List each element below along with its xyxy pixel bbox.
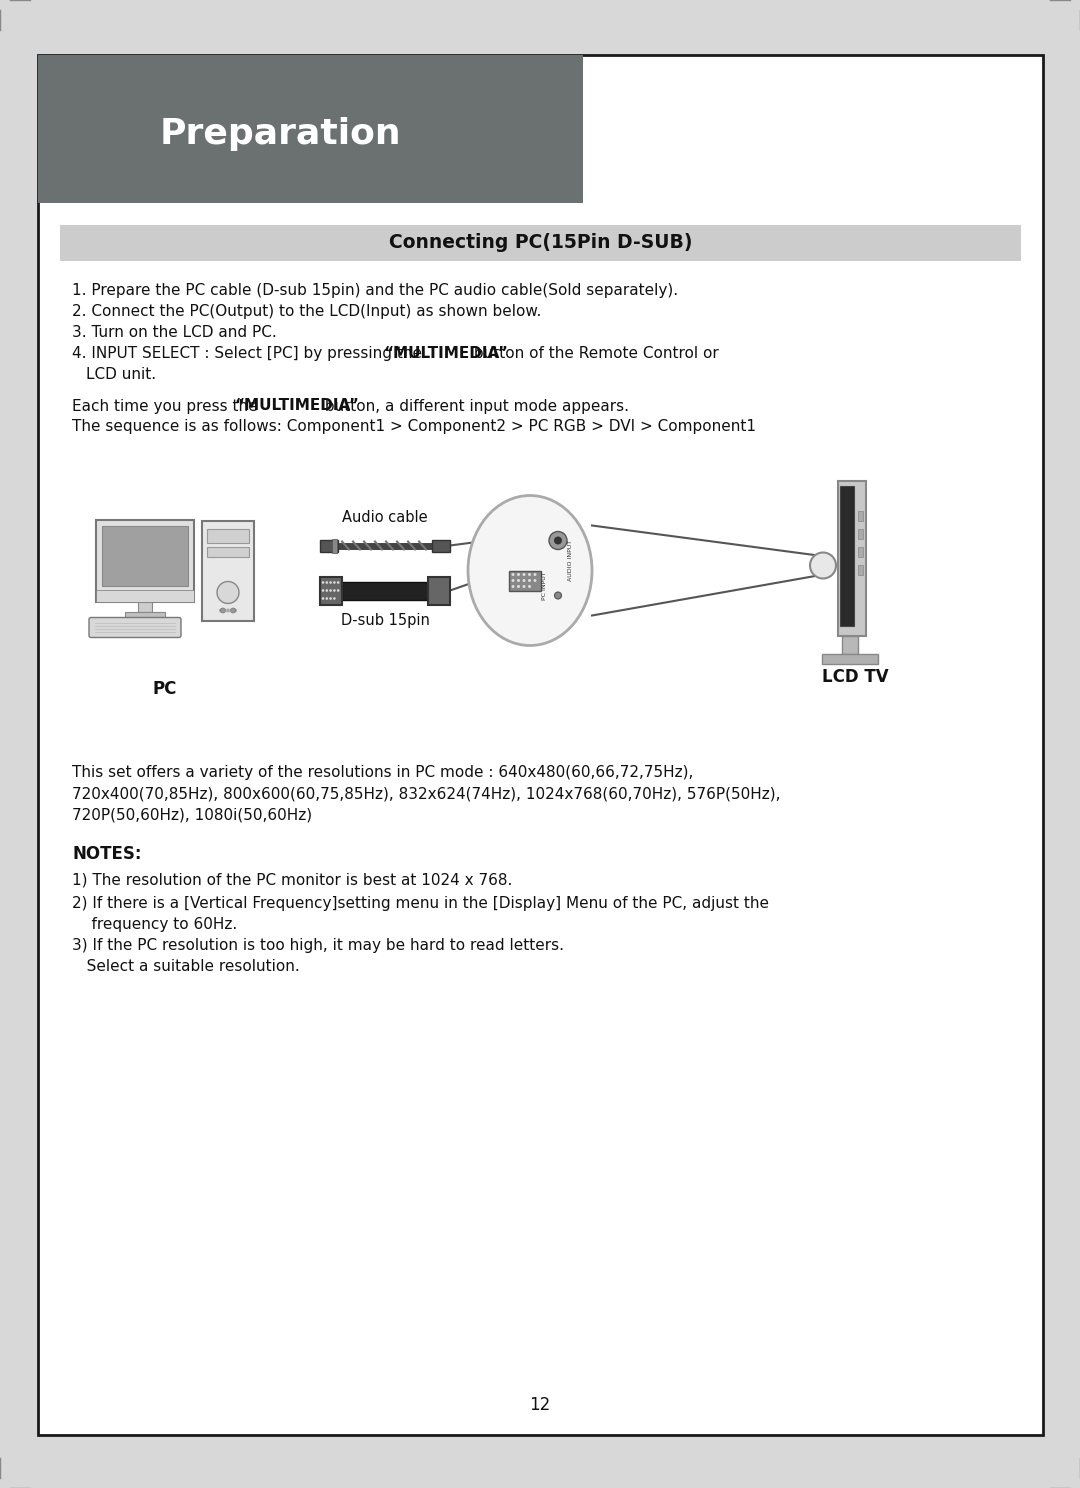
Circle shape [554,592,562,600]
Text: NOTES:: NOTES: [72,845,141,863]
Text: 1) The resolution of the PC monitor is best at 1024 x 768.: 1) The resolution of the PC monitor is b… [72,872,512,888]
Circle shape [337,589,339,592]
Bar [822,653,878,664]
Ellipse shape [468,496,592,646]
Circle shape [333,589,336,592]
Circle shape [337,582,339,583]
Text: Each time you press the: Each time you press the [72,399,262,414]
Text: LCD unit.: LCD unit. [86,368,157,382]
Bar [858,546,863,557]
Circle shape [528,573,531,576]
Text: 2. Connect the PC(Output) to the LCD(Input) as shown below.: 2. Connect the PC(Output) to the LCD(Inp… [72,304,541,318]
Text: LCD TV: LCD TV [822,668,889,686]
Bar [432,540,450,552]
Circle shape [528,579,531,582]
Text: This set offers a variety of the resolutions in PC mode : 640x480(60,66,72,75Hz): This set offers a variety of the resolut… [72,765,693,781]
Circle shape [322,597,324,600]
Text: frequency to 60Hz.: frequency to 60Hz. [72,917,238,931]
Text: AUDIO INPUT: AUDIO INPUT [568,540,573,580]
Text: button, a different input mode appears.: button, a different input mode appears. [320,399,630,414]
Circle shape [325,597,328,600]
Circle shape [325,582,328,583]
Bar [125,612,165,619]
Text: Preparation: Preparation [160,118,402,150]
Text: The sequence is as follows: Component1 > Component2 > PC RGB > DVI > Component1: The sequence is as follows: Component1 >… [72,420,756,434]
Text: 2) If there is a [Vertical Frequency]setting menu in the [Display] Menu of the P: 2) If there is a [Vertical Frequency]set… [72,896,769,911]
Bar [332,539,337,552]
Circle shape [523,573,526,576]
Bar [60,225,1021,260]
Circle shape [810,552,836,579]
Text: PC: PC [152,680,177,698]
Text: 3) If the PC resolution is too high, it may be hard to read letters.: 3) If the PC resolution is too high, it … [72,937,564,952]
Bar [838,481,866,635]
Bar [320,540,338,552]
Text: “MULTIMEDIA”: “MULTIMEDIA” [234,399,360,414]
Circle shape [512,585,514,588]
Bar [320,576,342,604]
Bar [138,601,152,612]
Bar [96,589,194,601]
Circle shape [333,597,336,600]
FancyBboxPatch shape [89,618,181,637]
Circle shape [220,609,226,613]
Bar [840,485,854,625]
Bar [207,528,249,543]
Bar [858,564,863,574]
Circle shape [322,589,324,592]
Text: Connecting PC(15Pin D-SUB): Connecting PC(15Pin D-SUB) [389,234,692,253]
Circle shape [329,582,332,583]
Circle shape [322,582,324,583]
Circle shape [219,609,222,613]
Circle shape [230,609,235,613]
Circle shape [528,585,531,588]
Bar [38,55,583,202]
Bar [428,576,450,604]
Text: 3. Turn on the LCD and PC.: 3. Turn on the LCD and PC. [72,324,276,339]
Circle shape [517,579,519,582]
Circle shape [512,579,514,582]
Bar [858,528,863,539]
Text: 1. Prepare the PC cable (D-sub 15pin) and the PC audio cable(Sold separately).: 1. Prepare the PC cable (D-sub 15pin) an… [72,283,678,298]
Circle shape [512,573,514,576]
Circle shape [325,589,328,592]
Circle shape [333,582,336,583]
Circle shape [534,573,537,576]
Text: Select a suitable resolution.: Select a suitable resolution. [72,958,300,973]
Bar [842,635,858,653]
Bar [96,519,194,601]
Circle shape [549,531,567,549]
Circle shape [517,585,519,588]
Circle shape [329,597,332,600]
Circle shape [523,579,526,582]
Text: button of the Remote Control or: button of the Remote Control or [469,347,719,362]
Circle shape [233,609,237,613]
Text: 720P(50,60Hz), 1080i(50,60Hz): 720P(50,60Hz), 1080i(50,60Hz) [72,808,312,823]
Circle shape [329,589,332,592]
Text: 720x400(70,85Hz), 800x600(60,75,85Hz), 832x624(74Hz), 1024x768(60,70Hz), 576P(50: 720x400(70,85Hz), 800x600(60,75,85Hz), 8… [72,787,781,802]
Bar [509,570,541,591]
Bar [342,582,428,600]
Text: “MULTIMEDIA”: “MULTIMEDIA” [383,347,508,362]
Circle shape [534,579,537,582]
Bar [207,546,249,557]
Text: Audio cable: Audio cable [342,510,428,525]
Circle shape [554,537,562,545]
Bar [202,521,254,620]
Text: 4. INPUT SELECT : Select [PC] by pressing the: 4. INPUT SELECT : Select [PC] by pressin… [72,347,427,362]
Text: D-sub 15pin: D-sub 15pin [340,613,430,628]
Bar [102,525,188,585]
Bar [858,510,863,521]
Circle shape [523,585,526,588]
Text: PC INPUT: PC INPUT [542,571,548,600]
Text: 12: 12 [529,1396,551,1414]
Circle shape [226,609,230,613]
Circle shape [517,573,519,576]
Circle shape [217,582,239,604]
